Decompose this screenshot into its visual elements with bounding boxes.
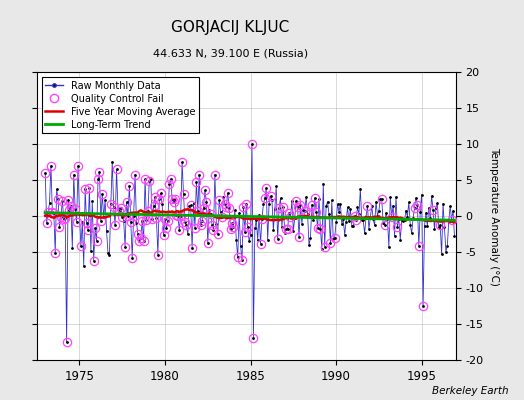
Legend: Raw Monthly Data, Quality Control Fail, Five Year Moving Average, Long-Term Tren: Raw Monthly Data, Quality Control Fail, … [41, 77, 199, 133]
Text: GORJACIJ KLJUC: GORJACIJ KLJUC [171, 20, 290, 35]
Text: 44.633 N, 39.100 E (Russia): 44.633 N, 39.100 E (Russia) [153, 48, 308, 58]
Y-axis label: Temperature Anomaly (°C): Temperature Anomaly (°C) [489, 146, 499, 286]
Text: Berkeley Earth: Berkeley Earth [432, 386, 508, 396]
